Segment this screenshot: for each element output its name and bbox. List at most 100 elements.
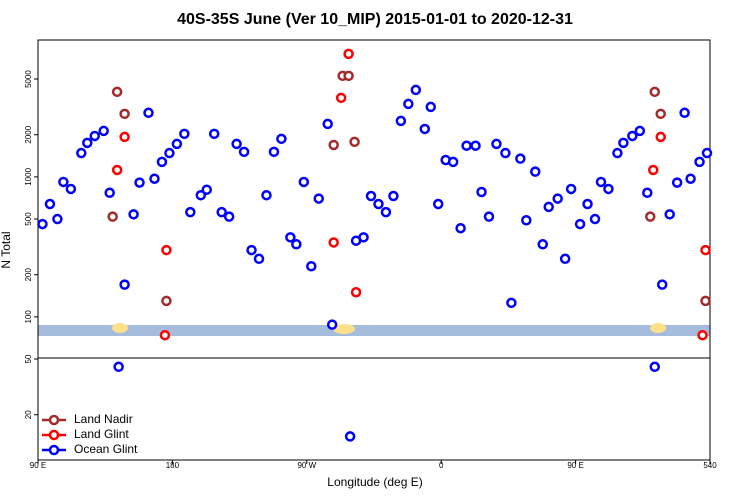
- y-tick-label: 200: [24, 268, 33, 282]
- point: [685, 173, 696, 184]
- point: [119, 279, 130, 290]
- point: [285, 232, 296, 243]
- point: [161, 244, 172, 256]
- point: [648, 164, 659, 176]
- point: [649, 361, 660, 373]
- point: [161, 295, 172, 307]
- point: [322, 118, 333, 130]
- point: [164, 147, 175, 159]
- point: [373, 198, 384, 210]
- point: [395, 115, 407, 127]
- y-tick-label: 1000: [24, 167, 33, 185]
- point: [574, 218, 586, 230]
- point: [358, 232, 369, 243]
- point: [515, 153, 526, 164]
- point: [700, 244, 711, 256]
- point: [425, 101, 436, 113]
- point: [328, 139, 339, 151]
- point: [238, 146, 250, 158]
- point: [697, 329, 708, 341]
- point: [44, 198, 56, 210]
- point: [655, 131, 666, 143]
- point: [201, 184, 212, 195]
- point: [627, 130, 638, 142]
- y-tick-label: 500: [24, 212, 33, 226]
- blob: [112, 323, 128, 333]
- point: [82, 137, 93, 149]
- point: [603, 183, 614, 195]
- x-tick-label: 90 E: [30, 461, 46, 470]
- point: [388, 190, 399, 202]
- point: [701, 147, 713, 159]
- point: [52, 213, 63, 225]
- point: [216, 206, 227, 218]
- point: [447, 156, 459, 168]
- point: [128, 209, 139, 220]
- x-tick-label: 0: [439, 461, 444, 470]
- point: [335, 92, 347, 104]
- point: [253, 253, 265, 265]
- point: [231, 138, 242, 150]
- x-tick-label: 90 W: [297, 461, 316, 470]
- x-tick-label: 180: [166, 461, 180, 470]
- point: [111, 164, 123, 176]
- x-tick-label: 540: [703, 461, 717, 470]
- point: [483, 211, 495, 222]
- point: [476, 186, 487, 198]
- blob: [333, 324, 355, 334]
- point: [58, 176, 69, 188]
- point: [521, 215, 532, 226]
- point: [119, 108, 130, 120]
- legend-marker: [48, 429, 60, 441]
- point: [276, 133, 287, 145]
- legend-marker: [48, 444, 60, 456]
- point: [642, 187, 653, 199]
- point: [143, 107, 154, 119]
- point: [111, 86, 123, 98]
- y-tick-label: 20: [24, 410, 33, 419]
- point: [104, 187, 115, 199]
- point: [470, 140, 481, 151]
- point: [343, 48, 354, 60]
- point: [679, 107, 690, 119]
- legend-marker: [48, 414, 60, 426]
- x-axis-label: Longitude (deg E): [327, 475, 422, 489]
- point: [365, 190, 377, 202]
- point: [380, 206, 392, 218]
- y-axis-label: N Total: [0, 231, 13, 268]
- point: [410, 84, 422, 96]
- point: [107, 211, 118, 222]
- point: [156, 156, 168, 168]
- blob: [650, 323, 666, 333]
- point: [500, 147, 511, 159]
- point: [291, 239, 302, 250]
- point: [223, 211, 235, 222]
- point: [268, 146, 280, 158]
- y-tick-label: 100: [24, 310, 33, 324]
- point: [98, 125, 109, 137]
- point: [179, 128, 190, 140]
- point: [491, 138, 502, 150]
- point: [552, 193, 563, 204]
- point: [700, 295, 711, 307]
- y-tick-label: 5000: [24, 70, 33, 88]
- point: [119, 131, 130, 143]
- point: [89, 130, 100, 142]
- point: [582, 198, 593, 210]
- point: [159, 329, 171, 341]
- x-tick-label: 90 E: [567, 461, 583, 470]
- point: [195, 189, 207, 201]
- point: [350, 286, 362, 298]
- point: [649, 86, 660, 98]
- point: [419, 123, 431, 135]
- point: [65, 183, 77, 195]
- point: [134, 177, 145, 188]
- point: [664, 209, 675, 220]
- point: [326, 319, 338, 330]
- legend-label: Ocean Glint: [74, 442, 138, 456]
- point: [595, 176, 607, 188]
- point: [344, 431, 356, 442]
- point: [37, 218, 48, 230]
- point: [645, 211, 656, 222]
